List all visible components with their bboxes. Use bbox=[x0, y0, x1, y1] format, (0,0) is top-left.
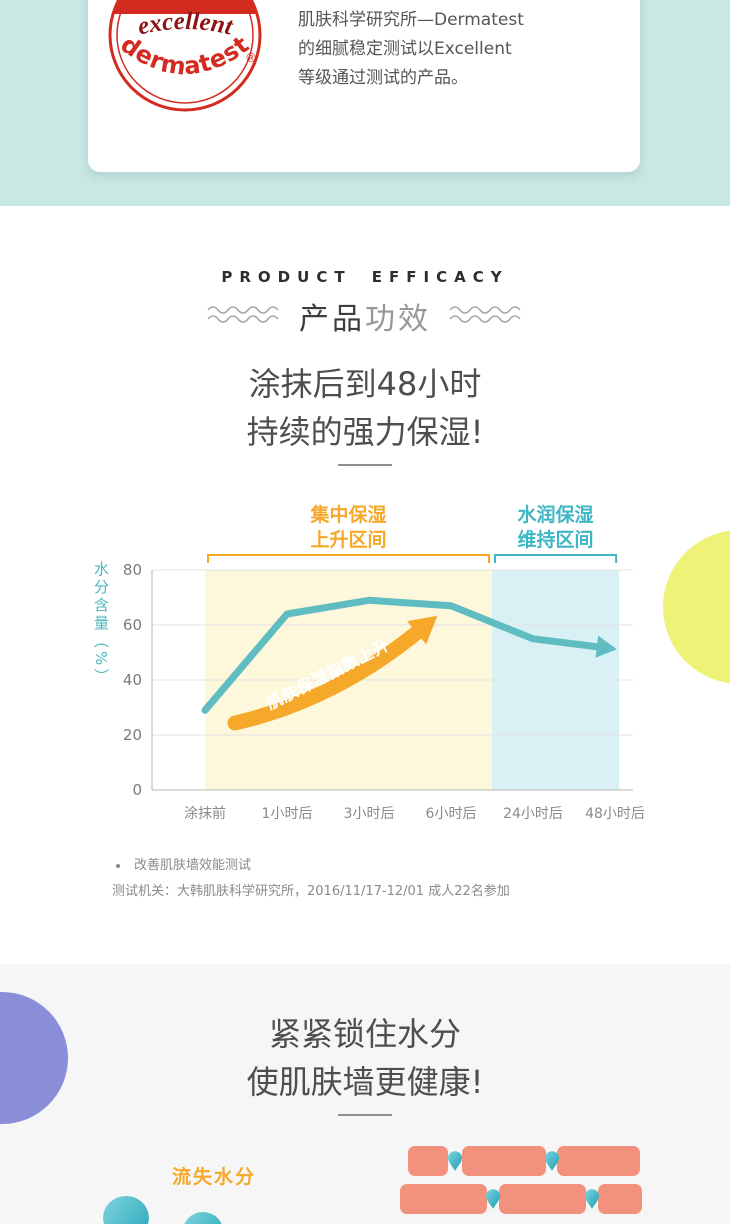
divider bbox=[338, 1114, 392, 1116]
hero-banner: excellent dermatest ® 肌肤科学研究所—Dermatest … bbox=[0, 0, 730, 206]
efficacy-heading-line1: 涂抹后到48小时 bbox=[248, 365, 482, 403]
water-drop-icon bbox=[486, 1189, 500, 1209]
brick bbox=[462, 1146, 546, 1176]
lock-moisture-section: 紧紧锁住水分 使肌肤墙更健康! 流失水分 bbox=[0, 964, 730, 1224]
lock-heading-line2: 使肌肤墙更健康! bbox=[246, 1063, 484, 1101]
dermatest-seal-icon: excellent dermatest ® bbox=[108, 0, 262, 112]
svg-text:60: 60 bbox=[123, 616, 142, 634]
wave-decoration-right-icon bbox=[449, 306, 521, 323]
test-notes: 改善肌肤墙效能测试 测试机关：大韩肌肤科学研究所，2016/11/17-12/0… bbox=[112, 854, 510, 903]
seal-description-line2: 的细腻稳定测试以Excellent bbox=[298, 39, 512, 59]
svg-text:3小时后: 3小时后 bbox=[344, 806, 395, 822]
brick bbox=[408, 1146, 448, 1176]
brick bbox=[499, 1184, 586, 1214]
svg-text:48小时后: 48小时后 bbox=[585, 806, 645, 822]
seal-description: 肌肤科学研究所—Dermatest 的细腻稳定测试以Excellent 等级通过… bbox=[298, 6, 628, 93]
test-note-detail: 测试机关：大韩肌肤科学研究所，2016/11/17-12/01 成人22名参加 bbox=[112, 884, 510, 899]
seal-description-line3: 等级通过测试的产品。 bbox=[298, 68, 468, 88]
svg-text:水润保湿: 水润保湿 bbox=[518, 503, 594, 526]
section-title: 产品功效 bbox=[299, 294, 431, 338]
section-title-row: 产品功效 bbox=[0, 294, 730, 338]
brick bbox=[598, 1184, 642, 1214]
chart-y-axis-title: 水分含量（%） bbox=[92, 561, 110, 687]
svg-text:40: 40 bbox=[123, 671, 142, 689]
chart-line-series bbox=[201, 596, 617, 714]
svg-text:0: 0 bbox=[132, 781, 142, 799]
moisture-chart-block: 集中保湿 上升区间 水润保湿 维持区间 0 20 40 60 80 肌肤保湿指数上升 涂抹前 1… bbox=[85, 495, 645, 840]
test-note-bullet: 改善肌肤墙效能测试 bbox=[134, 858, 252, 873]
svg-text:6小时后: 6小时后 bbox=[426, 806, 477, 822]
lock-heading-line1: 紧紧锁住水分 bbox=[268, 1015, 461, 1053]
seal-description-line1: 肌肤科学研究所—Dermatest bbox=[298, 10, 524, 30]
moisture-loss-label: 流失水分 bbox=[172, 1166, 257, 1188]
section-title-dark: 产品 bbox=[299, 302, 365, 337]
brick bbox=[400, 1184, 487, 1214]
skin-wall-illustration bbox=[400, 1146, 652, 1216]
svg-text:涂抹前: 涂抹前 bbox=[184, 805, 226, 822]
section-title-light: 功效 bbox=[365, 302, 431, 337]
seal-registered-mark: ® bbox=[245, 51, 257, 65]
water-drop-icon bbox=[183, 1212, 223, 1224]
wave-decoration-left-icon bbox=[207, 306, 279, 323]
svg-text:1小时后: 1小时后 bbox=[262, 806, 313, 822]
svg-text:80: 80 bbox=[123, 561, 142, 579]
efficacy-heading: 涂抹后到48小时 持续的强力保湿! bbox=[0, 360, 730, 456]
efficacy-heading-line2: 持续的强力保湿! bbox=[246, 413, 484, 451]
svg-text:维持区间: 维持区间 bbox=[518, 528, 594, 551]
lock-heading: 紧紧锁住水分 使肌肤墙更健康! bbox=[0, 1010, 730, 1106]
svg-text:20: 20 bbox=[123, 726, 142, 744]
yellow-circle-decoration bbox=[663, 530, 730, 684]
svg-text:24小时后: 24小时后 bbox=[503, 806, 563, 822]
chart-grid: 0 20 40 60 80 bbox=[123, 561, 633, 799]
water-drop-icon bbox=[585, 1189, 599, 1209]
brick bbox=[557, 1146, 640, 1176]
divider bbox=[338, 464, 392, 466]
water-drop-icon bbox=[448, 1151, 462, 1171]
water-drop-icon bbox=[545, 1151, 559, 1171]
water-drop-icon bbox=[103, 1196, 149, 1224]
eyebrow-product-efficacy: PRODUCT EFFICACY bbox=[221, 268, 509, 286]
svg-text:集中保湿: 集中保湿 bbox=[309, 503, 386, 526]
chart-x-axis-labels: 涂抹前 1小时后 3小时后 6小时后 24小时后 48小时后 bbox=[184, 805, 645, 822]
svg-text:上升区间: 上升区间 bbox=[310, 529, 386, 551]
dermatest-card: excellent dermatest ® 肌肤科学研究所—Dermatest … bbox=[88, 0, 640, 172]
